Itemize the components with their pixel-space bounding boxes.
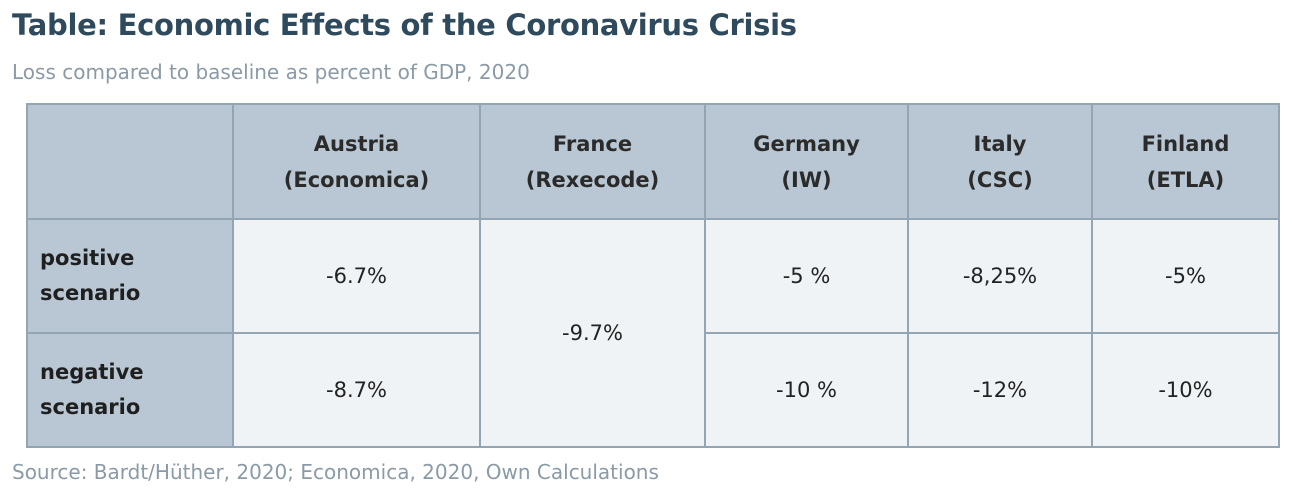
row-header-positive-scenario: positive scenario (26, 218, 234, 334)
column-header-country: Italy (973, 131, 1027, 156)
page-subtitle: Loss compared to baseline as percent of … (12, 60, 530, 84)
column-header-institute: (IW) (781, 167, 832, 192)
column-header-institute: (CSC) (967, 167, 1033, 192)
economic-effects-table: Austria (Economica) France (Rexecode) Ge… (26, 103, 1280, 448)
row-header-line: negative (40, 360, 144, 384)
page-title: Table: Economic Effects of the Coronavir… (12, 8, 797, 42)
column-header-institute: (ETLA) (1146, 167, 1225, 192)
column-header-germany: Germany (IW) (704, 103, 909, 220)
column-header-france: France (Rexecode) (479, 103, 706, 220)
row-header-negative-scenario: negative scenario (26, 332, 234, 448)
column-header-institute: (Rexecode) (525, 167, 660, 192)
table-corner-cell (26, 103, 234, 220)
cell-austria-positive: -6.7% (232, 218, 481, 334)
column-header-country: Finland (1141, 131, 1230, 156)
cell-germany-negative: -10 % (704, 332, 909, 448)
cell-italy-positive: -8,25% (907, 218, 1093, 334)
row-header-line: scenario (40, 281, 141, 305)
column-header-austria: Austria (Economica) (232, 103, 481, 220)
cell-italy-negative: -12% (907, 332, 1093, 448)
column-header-country: Austria (313, 131, 400, 156)
row-header-line: scenario (40, 395, 141, 419)
column-header-finland: Finland (ETLA) (1091, 103, 1280, 220)
column-header-country: France (552, 131, 633, 156)
cell-france-both-scenarios: -9.7% (479, 218, 706, 448)
table-row-negative-scenario: negative scenario -8.7% -10 % -12% -10% (26, 332, 1280, 448)
column-header-italy: Italy (CSC) (907, 103, 1093, 220)
cell-finland-negative: -10% (1091, 332, 1280, 448)
cell-austria-negative: -8.7% (232, 332, 481, 448)
table-header-row: Austria (Economica) France (Rexecode) Ge… (26, 103, 1280, 220)
row-header-line: positive (40, 246, 135, 270)
column-header-country: Germany (753, 131, 860, 156)
cell-germany-positive: -5 % (704, 218, 909, 334)
table-row-positive-scenario: positive scenario -6.7% -9.7% -5 % -8,25… (26, 218, 1280, 448)
cell-finland-positive: -5% (1091, 218, 1280, 334)
source-note: Source: Bardt/Hüther, 2020; Economica, 2… (12, 460, 659, 484)
column-header-institute: (Economica) (283, 167, 430, 192)
